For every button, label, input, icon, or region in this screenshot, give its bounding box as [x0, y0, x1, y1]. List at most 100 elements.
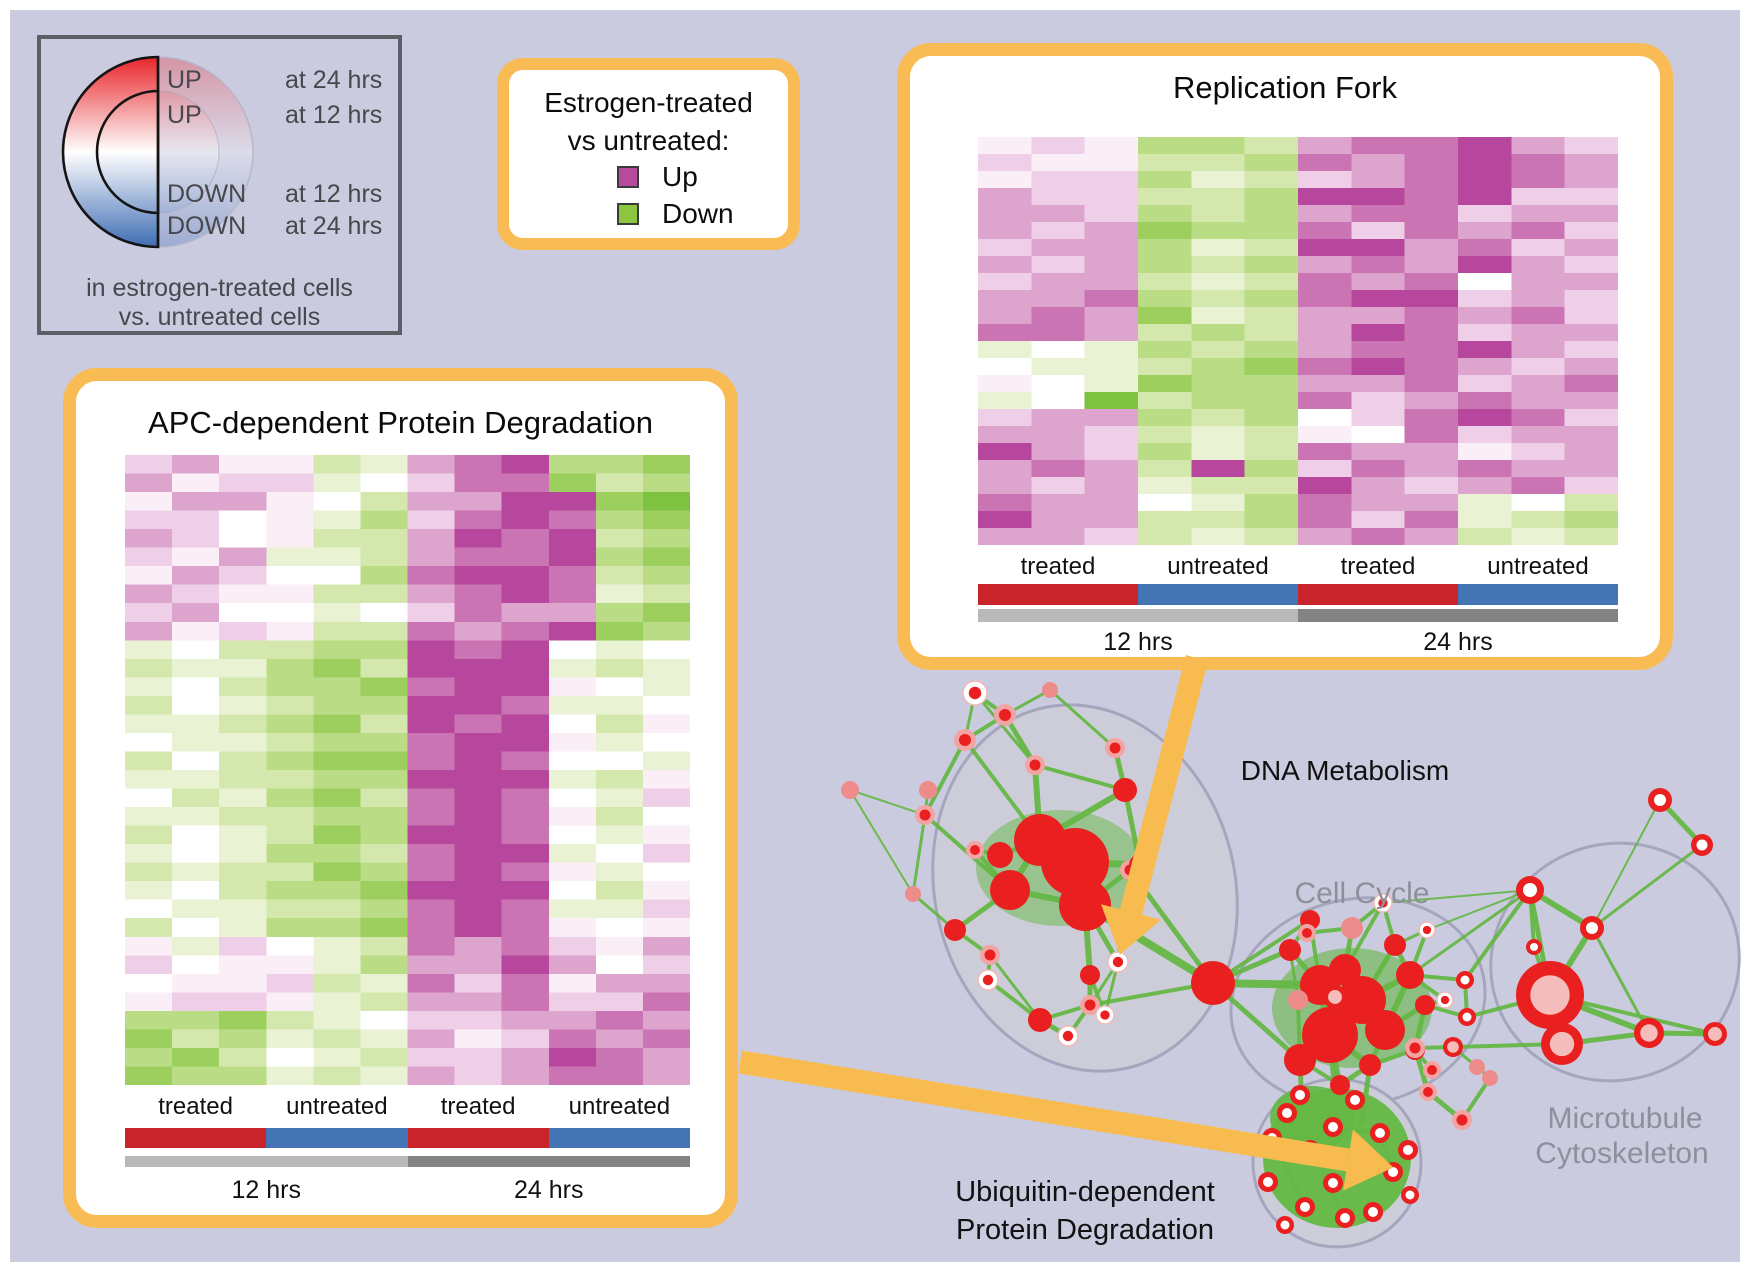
heatmap-cell — [1298, 137, 1353, 155]
heatmap-cell — [548, 770, 598, 790]
heatmap-cell — [642, 881, 690, 901]
heatmap-cell — [1084, 222, 1140, 240]
heatmap-cell — [1084, 358, 1140, 376]
heatmap-cell — [501, 584, 551, 604]
heatmap-cell — [407, 788, 456, 808]
heatmap-cell — [1031, 188, 1087, 206]
heatmap-cell — [172, 732, 221, 753]
heatmap-cell — [1458, 494, 1513, 512]
down-swatch-icon — [617, 203, 639, 225]
heatmap-cell — [1351, 375, 1407, 393]
heatmap-cell — [360, 918, 409, 938]
heatmap-cell — [1138, 392, 1193, 410]
heatmap-cell — [1564, 222, 1618, 240]
heatmap-cell — [642, 621, 690, 641]
heatmap-cell — [1031, 494, 1087, 512]
heatmap-cell — [407, 807, 456, 827]
heatmap-cell — [454, 899, 504, 919]
heatmap-cell — [1351, 494, 1407, 512]
heatmap-cell — [1244, 273, 1300, 291]
replication-fork-panel: Replication Fork treated untreated treat… — [897, 43, 1673, 670]
heatmap-cell — [1138, 154, 1193, 172]
heatmap-cell — [1404, 239, 1460, 257]
heatmap-cell — [595, 1010, 645, 1030]
heatmap-cell — [1351, 290, 1407, 308]
heatmap-cell — [548, 1010, 598, 1030]
heatmap-cell — [1298, 494, 1353, 512]
heatmap-cell — [219, 918, 268, 938]
heatmap-cell — [1191, 358, 1247, 376]
heatmap-cell — [454, 677, 504, 697]
heatmap-cell — [548, 1066, 598, 1085]
heatmap-cell — [266, 788, 315, 808]
heatmap-cell — [1084, 154, 1140, 172]
heatmap-cell — [1138, 137, 1193, 155]
heatmap-cell — [266, 640, 315, 660]
heatmap-cell — [125, 881, 174, 901]
apc-bar-untreated-12 — [266, 1128, 408, 1148]
heatmap-cell — [1031, 324, 1087, 342]
heatmap-cell — [1191, 443, 1247, 461]
heatmap-cell — [407, 1010, 456, 1030]
heatmap-cell — [313, 529, 362, 549]
heatmap-cell — [1244, 290, 1300, 308]
rf-heatmap — [978, 137, 1618, 545]
heatmap-cell — [407, 695, 456, 715]
heatmap-cell — [595, 751, 645, 771]
heatmap-cell — [501, 1010, 551, 1030]
heatmap-cell — [595, 677, 645, 697]
apc-group-untreated-12: untreated — [286, 1093, 388, 1120]
heatmap-cell — [313, 844, 362, 864]
heatmap-cell — [501, 788, 551, 808]
heatmap-cell — [1244, 324, 1300, 342]
heatmap-cell — [1244, 375, 1300, 393]
heatmap-cell — [266, 1066, 315, 1085]
heatmap-cell — [1564, 375, 1618, 393]
heatmap-cell — [1564, 324, 1618, 342]
rf-title: Replication Fork — [1173, 70, 1397, 105]
heatmap-cell — [360, 807, 409, 827]
heatmap-cell — [595, 603, 645, 623]
heatmap-cell — [407, 584, 456, 604]
heatmap-cell — [501, 992, 551, 1012]
heatmap-cell — [313, 455, 362, 475]
heatmap-cell — [1351, 171, 1407, 189]
heatmap-cell — [1404, 273, 1460, 291]
heatmap-cell — [642, 640, 690, 660]
heatmap-cell — [548, 547, 598, 567]
heatmap-cell — [454, 547, 504, 567]
heatmap-cell — [1511, 477, 1567, 495]
heatmap-cell — [978, 154, 1033, 172]
heatmap-cell — [172, 807, 221, 827]
heatmap-cell — [266, 825, 315, 845]
heatmap-cell — [1458, 375, 1513, 393]
heatmap-cell — [407, 455, 456, 475]
heatmap-cell — [1564, 290, 1618, 308]
heatmap-cell — [595, 1066, 645, 1085]
heatmap-cell — [266, 1029, 315, 1049]
heatmap-cell — [1138, 205, 1193, 223]
heatmap-cell — [501, 881, 551, 901]
heatmap-cell — [1564, 358, 1618, 376]
heatmap-cell — [266, 695, 315, 715]
heatmap-cell — [1564, 188, 1618, 206]
heatmap-cell — [1084, 511, 1140, 529]
heatmap-cell — [1404, 290, 1460, 308]
heatmap-cell — [1191, 324, 1247, 342]
heatmap-cell — [1084, 494, 1140, 512]
heatmap-cell — [1191, 239, 1247, 257]
heatmap-cell — [360, 621, 409, 641]
heatmap-cell — [125, 566, 174, 586]
heatmap-cell — [172, 566, 221, 586]
heatmap-cell — [501, 825, 551, 845]
heatmap-cell — [125, 899, 174, 919]
heatmap-cell — [360, 973, 409, 993]
heatmap-cell — [360, 640, 409, 660]
heatmap-cell — [1351, 205, 1407, 223]
heatmap-cell — [978, 205, 1033, 223]
heatmap-cell — [313, 621, 362, 641]
heatmap-cell — [1031, 307, 1087, 325]
apc-condition-bars — [125, 1128, 690, 1148]
heatmap-cell — [313, 603, 362, 623]
heatmap-cell — [266, 732, 315, 753]
